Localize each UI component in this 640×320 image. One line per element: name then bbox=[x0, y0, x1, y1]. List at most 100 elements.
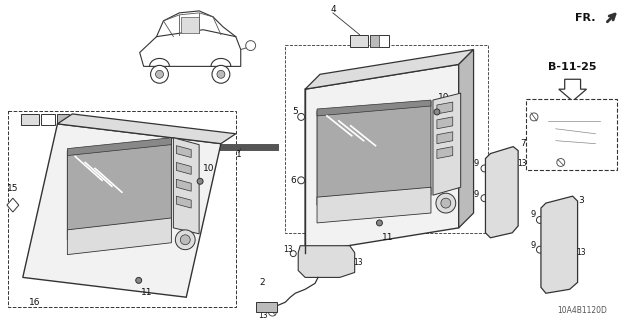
Circle shape bbox=[436, 193, 456, 213]
Bar bbox=[349, 35, 367, 47]
Circle shape bbox=[557, 253, 561, 258]
Text: 13: 13 bbox=[353, 258, 362, 267]
Circle shape bbox=[441, 198, 451, 208]
Text: 16: 16 bbox=[29, 298, 40, 307]
Bar bbox=[20, 114, 38, 125]
Circle shape bbox=[557, 214, 561, 218]
Text: 9: 9 bbox=[474, 159, 479, 168]
Polygon shape bbox=[298, 246, 355, 277]
Circle shape bbox=[499, 164, 503, 168]
Polygon shape bbox=[559, 79, 586, 101]
Polygon shape bbox=[317, 101, 431, 205]
Circle shape bbox=[554, 267, 564, 278]
Text: 13: 13 bbox=[576, 248, 586, 257]
Text: B-11-25: B-11-25 bbox=[548, 62, 597, 72]
Polygon shape bbox=[58, 114, 236, 144]
Circle shape bbox=[298, 177, 305, 184]
Circle shape bbox=[212, 65, 230, 83]
Polygon shape bbox=[140, 30, 241, 66]
Polygon shape bbox=[177, 179, 191, 191]
Polygon shape bbox=[437, 117, 452, 129]
Circle shape bbox=[554, 211, 564, 221]
Circle shape bbox=[339, 247, 345, 253]
Circle shape bbox=[557, 233, 561, 237]
Polygon shape bbox=[317, 187, 431, 223]
Circle shape bbox=[536, 246, 543, 253]
Polygon shape bbox=[177, 196, 191, 208]
Text: 9: 9 bbox=[474, 190, 479, 199]
Circle shape bbox=[497, 178, 506, 188]
Polygon shape bbox=[437, 102, 452, 114]
Text: 15: 15 bbox=[7, 184, 19, 193]
Circle shape bbox=[269, 308, 276, 316]
Text: 9: 9 bbox=[531, 211, 536, 220]
Text: 9: 9 bbox=[531, 241, 536, 250]
Circle shape bbox=[481, 195, 488, 202]
Text: 4: 4 bbox=[330, 5, 336, 14]
Bar bbox=[181, 17, 199, 33]
Text: 10: 10 bbox=[204, 164, 215, 173]
Polygon shape bbox=[7, 198, 19, 212]
Text: 6: 6 bbox=[291, 176, 296, 185]
Bar bbox=[369, 35, 380, 47]
Circle shape bbox=[291, 251, 296, 257]
Circle shape bbox=[499, 201, 503, 205]
Polygon shape bbox=[177, 163, 191, 174]
Polygon shape bbox=[541, 196, 577, 293]
Polygon shape bbox=[437, 147, 452, 158]
Circle shape bbox=[557, 158, 564, 166]
Text: 2: 2 bbox=[260, 278, 266, 287]
Text: 13: 13 bbox=[517, 159, 527, 168]
Circle shape bbox=[499, 181, 503, 185]
Text: FR.: FR. bbox=[575, 13, 595, 23]
Text: 1: 1 bbox=[236, 150, 242, 159]
Circle shape bbox=[536, 216, 543, 223]
Circle shape bbox=[180, 235, 190, 245]
Circle shape bbox=[298, 114, 305, 120]
Circle shape bbox=[497, 162, 506, 172]
Polygon shape bbox=[173, 138, 199, 234]
Bar bbox=[526, 99, 617, 171]
Circle shape bbox=[197, 178, 203, 184]
Polygon shape bbox=[317, 100, 431, 116]
Polygon shape bbox=[486, 147, 518, 238]
Circle shape bbox=[217, 70, 225, 78]
Circle shape bbox=[156, 70, 163, 78]
Text: 7: 7 bbox=[520, 139, 526, 148]
Polygon shape bbox=[305, 50, 474, 89]
Polygon shape bbox=[556, 124, 591, 139]
Polygon shape bbox=[542, 111, 605, 158]
Text: 3: 3 bbox=[579, 196, 584, 204]
Polygon shape bbox=[67, 138, 172, 156]
Polygon shape bbox=[177, 146, 191, 157]
Bar bbox=[255, 302, 277, 312]
Text: 13: 13 bbox=[258, 310, 268, 320]
Bar bbox=[40, 114, 56, 125]
Circle shape bbox=[434, 109, 440, 115]
Circle shape bbox=[136, 277, 141, 283]
Circle shape bbox=[246, 41, 255, 51]
Bar bbox=[369, 35, 389, 47]
Circle shape bbox=[150, 65, 168, 83]
Circle shape bbox=[554, 229, 564, 240]
Circle shape bbox=[499, 218, 503, 222]
Text: 10A4B1120D: 10A4B1120D bbox=[557, 306, 607, 315]
Circle shape bbox=[305, 247, 311, 253]
Polygon shape bbox=[437, 132, 452, 144]
Text: 11: 11 bbox=[381, 233, 393, 242]
Text: 11: 11 bbox=[141, 288, 152, 297]
Circle shape bbox=[557, 270, 561, 275]
Circle shape bbox=[376, 220, 383, 226]
Bar bbox=[58, 114, 69, 125]
Polygon shape bbox=[433, 93, 461, 195]
Polygon shape bbox=[23, 124, 221, 297]
Circle shape bbox=[175, 230, 195, 250]
Circle shape bbox=[497, 215, 506, 225]
Polygon shape bbox=[67, 139, 172, 240]
Circle shape bbox=[497, 198, 506, 208]
Text: 10: 10 bbox=[438, 92, 449, 101]
Polygon shape bbox=[305, 64, 459, 253]
Text: 13: 13 bbox=[284, 245, 293, 254]
Polygon shape bbox=[67, 218, 172, 255]
Circle shape bbox=[530, 113, 538, 121]
